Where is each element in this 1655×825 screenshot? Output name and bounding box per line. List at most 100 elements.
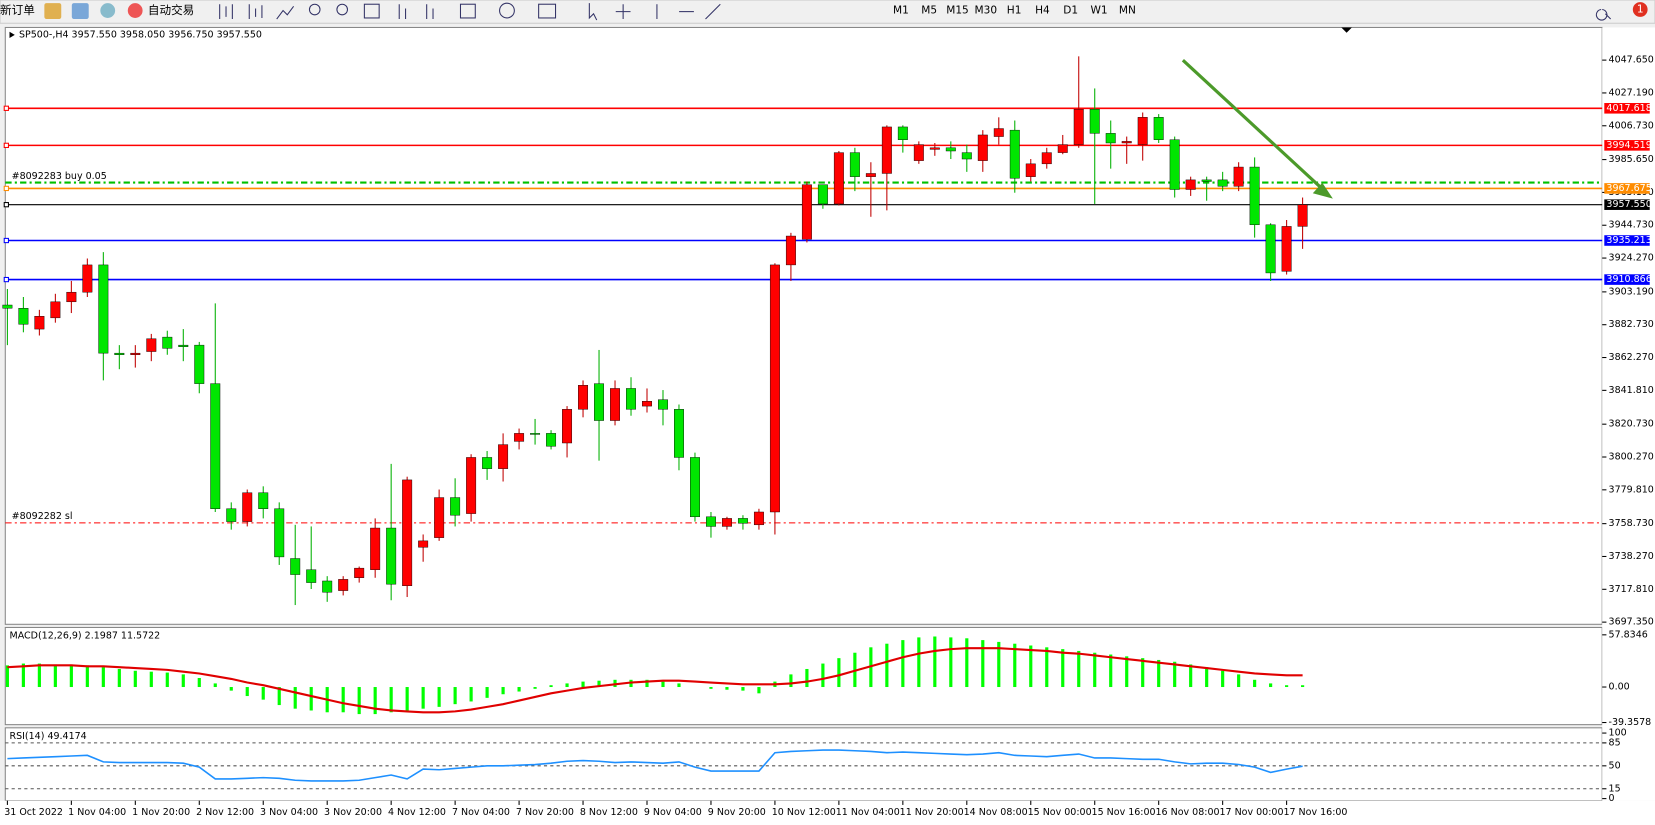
icon[interactable]	[615, 4, 631, 20]
candle-body	[562, 409, 573, 444]
candle-body	[322, 580, 333, 593]
timeframes: M1 M5 M15 M30 H1 H4 D1 W1 MN	[893, 5, 1136, 17]
candle-body	[993, 128, 1004, 137]
timeframe-button[interactable]: H4	[1035, 5, 1050, 17]
icon[interactable]	[219, 4, 233, 20]
timeframe-button[interactable]: D1	[1063, 5, 1078, 17]
candle-body	[130, 352, 141, 355]
icon[interactable]	[308, 3, 321, 16]
icon[interactable]	[336, 3, 349, 16]
notification-count[interactable]: 1	[1637, 4, 1644, 16]
candle-body	[34, 316, 45, 330]
timeframe-button[interactable]: W1	[1090, 5, 1107, 17]
price-axis	[1602, 27, 1655, 801]
price-tag	[1604, 140, 1650, 151]
y-tick-label: 0.00	[1609, 682, 1630, 693]
candle-body	[1041, 152, 1052, 165]
price-tag-label: 4017.618	[1606, 103, 1651, 114]
candle-body	[881, 126, 892, 174]
candle-body	[1089, 109, 1100, 134]
candle-body	[769, 264, 780, 513]
arrow-head	[1312, 182, 1333, 199]
candle-body	[1153, 117, 1164, 140]
icon[interactable]	[459, 3, 476, 19]
search-icon[interactable]	[1595, 8, 1612, 21]
x-tick-label: 9 Nov 20:00	[708, 807, 766, 818]
candle-body	[226, 508, 237, 522]
candle-body	[178, 344, 189, 347]
price-tag	[1604, 274, 1650, 285]
level-handle	[3, 202, 9, 208]
icon[interactable]	[538, 3, 557, 19]
plot: 4047.6504027.1904006.7303985.6503965.190…	[2, 55, 1654, 818]
icon[interactable]	[363, 3, 380, 19]
candle-body	[482, 457, 493, 469]
price-tag	[1604, 103, 1650, 114]
notification-badge[interactable]	[1632, 2, 1648, 17]
y-tick-label: 3738.270	[1609, 551, 1654, 562]
candle-body	[258, 492, 269, 509]
icon[interactable]	[248, 4, 263, 20]
icon[interactable]	[276, 6, 295, 20]
candle-body	[1025, 163, 1036, 177]
candle-body	[977, 134, 988, 161]
y-tick-label: 3924.270	[1609, 253, 1654, 264]
main-panel	[4, 26, 1603, 625]
candle-body	[674, 409, 684, 458]
timeframe-button[interactable]: M30	[975, 5, 998, 17]
level-handle	[3, 237, 9, 244]
icon[interactable]	[71, 3, 89, 20]
candle-body	[642, 401, 652, 407]
toolbar: 新订单 自动交易 M1 M5 M15 M30 H1 H4 D1 W1 MN 1	[0, 0, 1655, 24]
y-tick-label: 3882.730	[1609, 319, 1654, 330]
y-tick-label: 4047.650	[1609, 55, 1654, 66]
timeframe-button[interactable]: H1	[1007, 5, 1022, 17]
shift-marker	[1341, 27, 1352, 33]
candle-body	[146, 338, 157, 352]
candle-body	[1105, 133, 1116, 144]
icon[interactable]	[426, 4, 434, 20]
candle-body	[1217, 179, 1228, 187]
x-tick-label: 7 Nov 04:00	[452, 807, 510, 818]
toolbar-bg	[0, 0, 1655, 24]
x-tick-label: 10 Nov 12:00	[772, 807, 836, 818]
new-order[interactable]: 新订单	[0, 3, 35, 17]
icon[interactable]	[44, 3, 62, 20]
y-tick-label: 3841.810	[1609, 385, 1654, 396]
y-tick-label: 0	[1609, 793, 1615, 804]
y-tick-label: 3800.270	[1609, 452, 1654, 463]
icon[interactable]	[398, 4, 407, 20]
auto-trade[interactable]: 自动交易	[148, 3, 194, 17]
candle-body	[546, 433, 557, 447]
candle-body	[370, 527, 381, 570]
level-handle	[3, 185, 9, 192]
icon[interactable]	[127, 3, 143, 18]
rsi-title: RSI(14) 49.4174	[10, 731, 87, 742]
icon[interactable]	[100, 3, 116, 18]
y-tick-label: 3903.190	[1609, 286, 1654, 297]
candle-body	[354, 567, 365, 578]
main-title: SP500-,H4 3957.550 3958.050 3956.750 395…	[19, 29, 262, 40]
x-tick-label: 31 Oct 2022	[4, 807, 63, 818]
y-tick-label: 3758.730	[1609, 518, 1654, 529]
x-tick-label: 15 Nov 16:00	[1092, 807, 1156, 818]
candle-body	[498, 444, 509, 469]
timeframe-button[interactable]: MN	[1119, 5, 1136, 17]
icon[interactable]	[499, 2, 515, 19]
timeframe-button[interactable]: M5	[921, 5, 937, 17]
x-tick-label: 3 Nov 04:00	[260, 807, 318, 818]
candle-body	[50, 301, 61, 319]
candle-body	[82, 264, 93, 293]
y-tick-label: 15	[1609, 783, 1621, 794]
arrow-shaft	[1181, 59, 1322, 189]
timeframe-button[interactable]: M15	[946, 5, 969, 17]
signal-line	[7, 647, 1303, 714]
icon[interactable]	[588, 3, 598, 21]
candle-body	[98, 264, 109, 354]
candle-body	[114, 352, 125, 355]
candle-body	[466, 457, 477, 514]
timeframe-button[interactable]: M1	[893, 5, 909, 17]
icon[interactable]	[705, 3, 721, 20]
candle-body	[306, 569, 317, 583]
